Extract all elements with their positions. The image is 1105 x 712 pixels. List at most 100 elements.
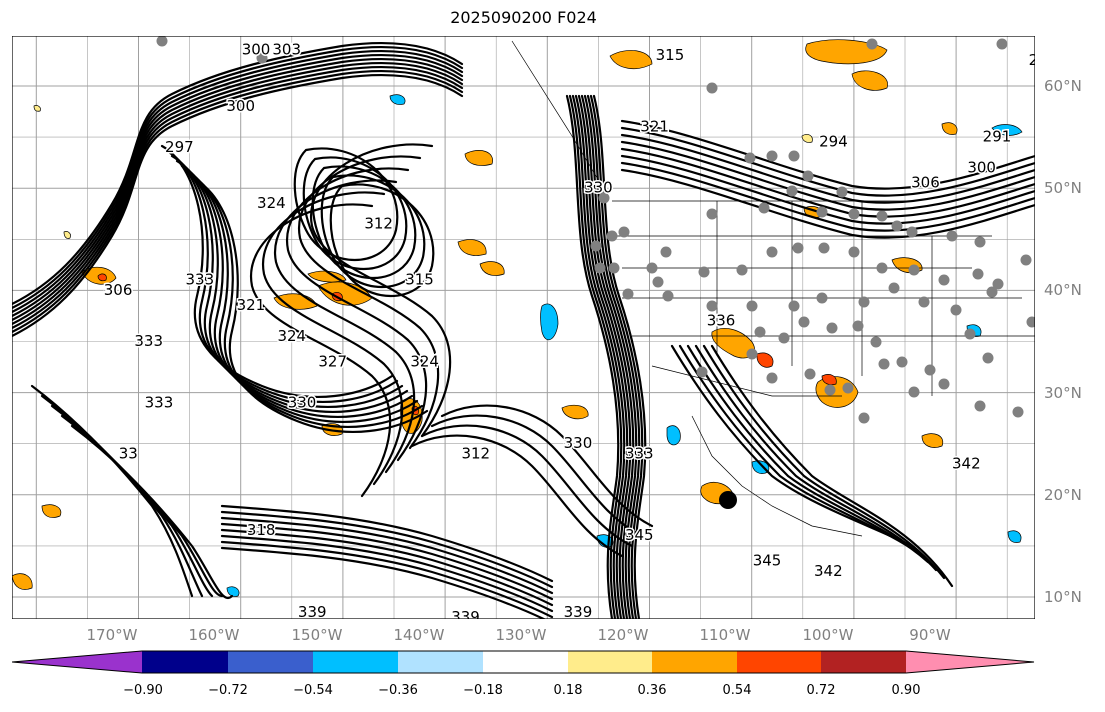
contour-label: 330 xyxy=(584,179,613,197)
storm-center-marker xyxy=(719,491,737,509)
contour-label: 333 xyxy=(145,393,174,411)
contour-line xyxy=(577,94,632,619)
colorbar-tick-label: 0.72 xyxy=(806,683,836,698)
colorbar-segment xyxy=(398,651,483,673)
station-marker xyxy=(660,246,672,258)
station-marker xyxy=(964,328,976,340)
contour-line xyxy=(12,65,464,330)
station-marker xyxy=(852,320,864,332)
contour-label: 303 xyxy=(272,41,301,59)
shaded-region xyxy=(464,150,493,166)
contour-label: 312 xyxy=(364,214,393,232)
contour-line xyxy=(12,69,464,334)
station-marker xyxy=(986,286,998,298)
contour-labels: 300 3033002973243123153213243333063333333… xyxy=(102,39,1035,619)
contour-line xyxy=(12,53,464,318)
colorbar-segment xyxy=(652,651,737,673)
station-marker xyxy=(878,358,890,370)
shaded-region xyxy=(41,504,62,518)
station-marker xyxy=(766,246,778,258)
contour-line xyxy=(293,147,399,261)
station-marker xyxy=(974,236,986,248)
contour-label: 300 xyxy=(242,41,271,59)
station-marker xyxy=(766,372,778,384)
contour-label: 321 xyxy=(237,296,266,314)
lon-label-120w: 120°W xyxy=(597,626,649,644)
station-marker xyxy=(896,356,908,368)
station-marker xyxy=(788,150,800,162)
station-marker xyxy=(696,366,708,378)
station-marker xyxy=(876,210,888,222)
station-marker xyxy=(798,316,810,328)
contour-label: 333 xyxy=(625,444,654,462)
lon-label-150w: 150°W xyxy=(291,626,343,644)
theta-contours xyxy=(12,41,1035,619)
station-marker xyxy=(891,220,903,232)
station-marker xyxy=(590,240,602,252)
station-marker xyxy=(256,52,268,64)
station-marker xyxy=(816,206,828,218)
contour-line xyxy=(261,191,404,486)
contour-line xyxy=(165,149,399,403)
contour-label: 342 xyxy=(952,455,981,473)
station-marker xyxy=(972,268,984,280)
station-marker xyxy=(758,202,770,214)
station-marker xyxy=(870,336,882,348)
contour-line xyxy=(589,94,644,619)
contour-line xyxy=(686,344,930,564)
contour-line xyxy=(620,119,1035,190)
station-marker xyxy=(950,304,962,316)
contour-label: 345 xyxy=(753,552,782,570)
contour-line xyxy=(160,144,394,398)
station-marker xyxy=(974,400,986,412)
station-marker xyxy=(888,282,900,294)
station-marker xyxy=(848,208,860,220)
contour-line xyxy=(12,73,464,338)
lon-label-110w: 110°W xyxy=(699,626,751,644)
station-marker xyxy=(698,266,710,278)
contour-line xyxy=(580,94,635,619)
colorbar-tick-label: −0.72 xyxy=(208,683,248,698)
contour-label: 324 xyxy=(277,327,306,345)
shaded-region xyxy=(226,586,240,597)
contour-label: 315 xyxy=(656,46,685,64)
contour-label: 315 xyxy=(405,271,434,289)
contour-line xyxy=(620,133,1035,204)
station-marker xyxy=(876,262,888,274)
shaded-region xyxy=(609,50,653,70)
station-marker xyxy=(1020,254,1032,266)
contour-line xyxy=(70,424,234,599)
station-marker xyxy=(746,300,758,312)
contour-label: 312 xyxy=(461,444,490,462)
station-marker xyxy=(824,384,836,396)
shaded-region xyxy=(756,352,774,368)
lat-label-60n: 60°N xyxy=(1044,77,1082,95)
station-marker xyxy=(826,322,838,334)
contour-line xyxy=(620,168,1035,239)
shaded-region xyxy=(851,70,888,91)
contour-label: 321 xyxy=(640,117,669,135)
contour-label: 339 xyxy=(451,608,480,619)
contour-label: 300 xyxy=(967,158,996,176)
colorbar-segment xyxy=(821,651,906,673)
station-marker xyxy=(858,412,870,424)
contour-label: 33 xyxy=(119,444,138,462)
shaded-region xyxy=(457,239,487,256)
station-marker xyxy=(1026,316,1035,328)
contour-line xyxy=(12,57,464,322)
shaded-region xyxy=(991,124,1023,136)
contour-label: 339 xyxy=(298,603,327,619)
shaded-region xyxy=(12,573,33,590)
colorbar-tick-label: 0.36 xyxy=(637,683,667,698)
station-marker xyxy=(802,170,814,182)
contour-line xyxy=(620,126,1035,197)
border-line xyxy=(511,40,603,187)
station-marker xyxy=(938,378,950,390)
colorbar-tick-label: 0.18 xyxy=(553,683,583,698)
lat-label-50n: 50°N xyxy=(1044,179,1082,197)
contour-line xyxy=(702,344,946,580)
contour-line xyxy=(195,179,429,433)
colorbar-tick-label: 0.90 xyxy=(891,683,921,698)
colorbar-segment xyxy=(483,651,568,673)
station-marker xyxy=(816,292,828,304)
